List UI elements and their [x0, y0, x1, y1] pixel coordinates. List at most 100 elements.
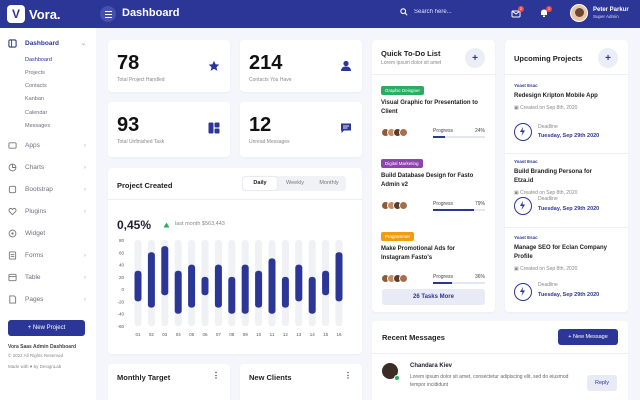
x-tick-label: 03 — [162, 332, 168, 337]
app-name: Vora. — [29, 6, 61, 22]
more-options-icon[interactable]: ⋮ — [344, 371, 352, 380]
page-title: Dashboard — [122, 7, 180, 19]
todo-tag: Graphic Deisgner — [381, 86, 425, 95]
online-status-dot — [394, 375, 400, 381]
more-options-icon[interactable]: ⋮ — [212, 371, 220, 380]
upcoming-project-item[interactable]: Yoast Esac Manage SEO for Eclan Company … — [514, 235, 612, 305]
bolt-icon — [514, 123, 532, 141]
card-title: New Clients — [249, 373, 292, 382]
sidebar-subitem-projects[interactable]: Projects — [25, 70, 45, 76]
progress-bar — [433, 282, 485, 284]
y-tick-label: 20 — [119, 275, 125, 280]
x-tick-label: 15 — [323, 332, 329, 337]
todo-tag: Digital Marketing — [381, 159, 423, 168]
chevron-right-icon: › — [84, 142, 86, 149]
new-project-button[interactable]: + New Project — [8, 320, 85, 336]
todo-item[interactable]: Programmer Make Promotional Ads for Inst… — [381, 232, 485, 292]
sidebar-subitem-contacts[interactable]: Contacts — [25, 83, 47, 89]
upcoming-project-item[interactable]: Yoast Esac Redesign Kripton Mobile App ▣… — [514, 83, 612, 149]
sidebar-subitem-kanban[interactable]: Kanban — [25, 96, 44, 102]
sidebar-item-widget[interactable]: Widget — [8, 229, 88, 238]
sidebar-item-charts[interactable]: Charts › — [8, 163, 88, 172]
sidebar-item-table[interactable]: Table › — [8, 273, 88, 282]
sidebar-item-dashboard[interactable]: Dashboard ⌄ — [8, 39, 88, 48]
logo-mark: V — [7, 5, 25, 23]
deadline-label: Deadline — [538, 124, 558, 130]
tab-weekly[interactable]: Weekly — [286, 180, 304, 186]
stat-card-tasks: 93 Total Unfinished Task — [108, 102, 230, 157]
chart-bar[interactable] — [268, 258, 276, 314]
new-message-button[interactable]: + New Message — [558, 329, 618, 345]
alert-count: 1 — [546, 6, 552, 12]
apps-icon — [8, 142, 17, 149]
app-logo[interactable]: V Vora. — [7, 5, 61, 23]
user-name: Peter Parkur — [593, 7, 629, 13]
upcoming-project-item[interactable]: Yoast Esac Build Branding Persona for Et… — [514, 159, 612, 225]
assignee-avatars — [381, 128, 408, 137]
project-client: Yoast Esac — [514, 83, 538, 88]
progress-value: 36% — [474, 274, 485, 280]
period-tabs: Daily Weekly Monthly — [242, 176, 346, 191]
chart-bar[interactable] — [188, 264, 196, 308]
chart-bar[interactable] — [147, 252, 155, 308]
add-todo-button[interactable]: + — [465, 48, 485, 68]
avatar — [399, 274, 408, 283]
bell-icon[interactable]: 1 — [539, 6, 552, 18]
search-bar — [400, 8, 494, 16]
tab-monthly[interactable]: Monthly — [319, 180, 339, 186]
x-tick-label: 12 — [283, 332, 289, 337]
x-tick-label: 05 — [189, 332, 195, 337]
stat-card-messages: 12 Unread Messages — [240, 102, 362, 157]
user-menu[interactable]: Peter Parkur Super Admin — [570, 4, 629, 22]
tab-daily[interactable]: Daily — [243, 177, 277, 190]
sidebar-item-pages[interactable]: Pages › — [8, 295, 88, 304]
progress-value: 24% — [474, 128, 485, 134]
more-tasks-button[interactable]: 26 Tasks More — [382, 289, 485, 305]
sidebar-subitem-messages[interactable]: Messages — [25, 123, 51, 129]
reply-button[interactable]: Reply — [587, 375, 617, 391]
add-project-button[interactable]: + — [598, 48, 618, 68]
bolt-icon — [514, 283, 532, 301]
todo-item[interactable]: Graphic Deisgner Visual Graphic for Pres… — [381, 86, 485, 146]
chart-bar[interactable] — [201, 276, 209, 296]
chart-bar[interactable] — [308, 276, 316, 314]
search-icon[interactable] — [400, 8, 408, 16]
chart-bar[interactable] — [174, 270, 182, 314]
menu-toggle-icon[interactable] — [100, 6, 116, 22]
chart-bar[interactable] — [161, 246, 169, 296]
sidebar-item-label: Dashboard — [25, 40, 59, 47]
avatar — [399, 201, 408, 210]
sidebar-subitem-calendar[interactable]: Calendar — [25, 110, 48, 116]
x-tick-label: 02 — [149, 332, 155, 337]
card-subtitle: Lorem ipsum dolor sit amet — [381, 60, 442, 66]
progress-label: Progress — [433, 274, 454, 280]
chart-bar[interactable] — [241, 264, 249, 314]
sidebar-item-apps[interactable]: Apps › — [8, 141, 88, 150]
widget-icon — [8, 229, 17, 238]
todo-item[interactable]: Digital Marketing Build Database Design … — [381, 159, 485, 219]
sidebar-item-label: Forms — [25, 252, 44, 259]
chart-bar[interactable] — [322, 270, 330, 296]
project-title: Build Branding Persona for Etza.id — [514, 169, 593, 184]
pages-icon — [9, 295, 17, 304]
sidebar-item-forms[interactable]: Forms › — [8, 251, 88, 260]
divider — [505, 74, 628, 75]
notification-icon[interactable]: 2 — [511, 6, 524, 18]
monthly-target-card: Monthly Target ⋮ — [108, 364, 230, 400]
star-icon — [208, 60, 220, 71]
chart-bar[interactable] — [214, 264, 222, 308]
chart-bar[interactable] — [134, 270, 142, 302]
chart-bar[interactable] — [335, 252, 343, 302]
search-input[interactable] — [414, 9, 494, 15]
sidebar-subitem-dashboard[interactable]: Dashboard — [25, 57, 52, 63]
message-sender: Chandara Kiev — [410, 363, 453, 369]
y-tick-label: 60 — [119, 250, 125, 255]
sidebar-item-plugins[interactable]: Plugins › — [8, 207, 88, 216]
sidebar-item-bootstrap[interactable]: Bootstrap › — [8, 185, 88, 194]
chevron-right-icon: › — [84, 186, 86, 193]
chart-bar[interactable] — [281, 276, 289, 308]
deadline-date: Tuesday, Sep 29th 2020 — [538, 292, 600, 298]
chart-bar[interactable] — [295, 264, 303, 302]
chart-bar[interactable] — [228, 276, 236, 314]
chart-bar[interactable] — [255, 270, 263, 308]
